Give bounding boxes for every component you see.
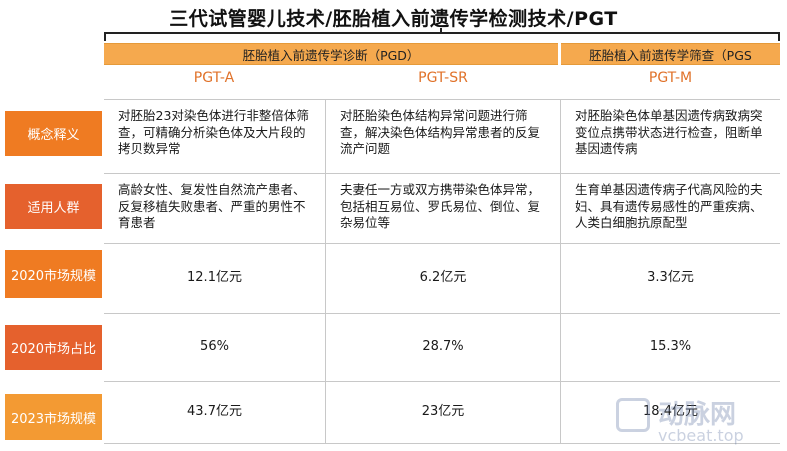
column-header-pgt-sr: PGT-SR [418,70,468,86]
vb-logo-icon [616,398,650,432]
watermark: 动脉网 vcbeat.top [612,392,784,450]
row-divider [104,313,780,314]
group-header-pgd: 胚胎植入前遗传学诊断（PGD） [104,43,558,65]
column-divider [325,100,326,443]
cell-market-2020-pgt-m: 3.3亿元 [647,270,694,286]
row-label-population: 适用人群 [5,184,102,229]
row-divider [104,173,780,174]
row-label-concept: 概念释义 [5,111,102,156]
cell-share-2020-pgt-a: 56% [200,339,229,355]
cell-population-pgt-a: 高龄女性、复发性自然流产患者、反复移植失败患者、严重的男性不育患者 [118,182,306,230]
cell-share-2020-pgt-sr: 28.7% [422,339,464,355]
row-divider [104,381,780,382]
cell-market-2020-pgt-sr: 6.2亿元 [419,270,467,286]
row-label-share-2020: 2020市场占比 [5,325,102,370]
page-title: 三代试管婴儿技术/胚胎植入前遗传学检测技术/PGT [169,8,618,30]
cell-market-2020-pgt-a: 12.1亿元 [187,270,242,286]
cell-market-2023-pgt-a: 43.7亿元 [187,404,242,420]
cell-concept-pgt-sr: 对胚胎染色体结构异常问题进行筛查，解决染色体结构异常患者的反复流产问题 [340,108,541,156]
cell-market-2023-pgt-sr: 23亿元 [421,404,465,420]
row-label-market-2020: 2020市场规模 [5,250,102,298]
cell-population-pgt-m: 生育单基因遗传病子代高风险的夫妇、具有遗传易感性的严重疾病、人类白细胞抗原配型 [575,182,763,230]
header-bracket-tick [440,28,442,34]
column-header-pgt-a: PGT-A [193,70,235,86]
row-divider [104,243,780,244]
watermark-name: 动脉网 [658,400,737,430]
header-bracket [104,32,780,41]
cell-concept-pgt-a: 对胚胎23对染色体进行非整倍体筛查，可精确分析染色体及大片段的拷贝数异常 [118,108,309,156]
row-divider [104,99,780,100]
row-label-market-2023: 2023市场规模 [5,394,102,440]
watermark-url: vcbeat.top [658,426,744,445]
cell-concept-pgt-m: 对胚胎染色体单基因遗传病致病突变位点携带状态进行检查，阻断单基因遗传病 [575,108,763,156]
cell-population-pgt-sr: 夫妻任一方或双方携带染色体异常，包括相互易位、罗氏易位、倒位、复杂易位等 [340,182,541,230]
cell-market-2023-pgt-m: 18.4亿元 [643,404,698,420]
cell-share-2020-pgt-m: 15.3% [649,339,692,355]
row-divider [104,443,780,444]
column-header-pgt-m: PGT-M [648,70,693,86]
column-divider [560,100,561,443]
group-header-pgs: 胚胎植入前遗传学筛查（PGS [561,43,780,65]
